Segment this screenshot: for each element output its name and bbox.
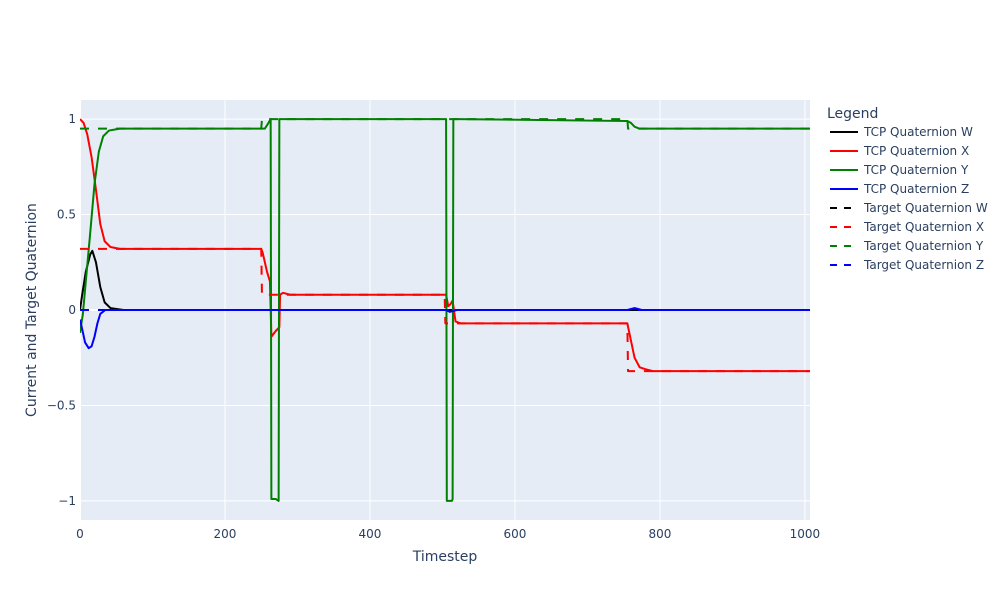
legend-label: Target Quaternion X (863, 220, 984, 234)
series-tcp-quaternion-z (80, 307, 810, 350)
x-tick-label: 0 (76, 527, 84, 541)
series-tcp-quaternion-w (80, 249, 810, 311)
y-tick-label: 0 (68, 303, 76, 317)
legend-label: Target Quaternion W (863, 201, 988, 215)
y-axis-ticks: 1 0.5 0 −0.5 −1 (47, 112, 76, 508)
y-tick-label: 0.5 (57, 208, 76, 222)
x-axis-title: Timestep (412, 549, 478, 565)
series-layer (80, 118, 810, 502)
legend-item-tcp-quaternion-x[interactable]: TCP Quaternion X (830, 144, 969, 158)
series-tcp-quaternion-x (80, 118, 810, 373)
x-axis-ticks: 0 200 400 600 800 1000 (76, 527, 820, 541)
y-tick-label: 1 (68, 112, 76, 126)
y-tick-label: −0.5 (47, 398, 76, 412)
legend-item-target-quaternion-w[interactable]: Target Quaternion W (830, 201, 988, 215)
legend[interactable]: Legend TCP Quaternion W TCP Quaternion X T… (827, 106, 988, 272)
legend-item-target-quaternion-z[interactable]: Target Quaternion Z (830, 258, 984, 272)
legend-label: TCP Quaternion X (863, 144, 969, 158)
legend-item-target-quaternion-y[interactable]: Target Quaternion Y (830, 239, 984, 253)
x-tick-label: 200 (214, 527, 237, 541)
x-tick-label: 400 (359, 527, 382, 541)
legend-label: TCP Quaternion Y (863, 163, 969, 177)
legend-title: Legend (827, 106, 878, 122)
legend-label: TCP Quaternion Z (863, 182, 969, 196)
legend-label: TCP Quaternion W (863, 125, 973, 139)
legend-item-tcp-quaternion-z[interactable]: TCP Quaternion Z (830, 182, 969, 196)
legend-label: Target Quaternion Y (863, 239, 984, 253)
series-target-quaternion-y (80, 118, 810, 130)
legend-item-tcp-quaternion-y[interactable]: TCP Quaternion Y (830, 163, 969, 177)
x-tick-label: 800 (648, 527, 671, 541)
y-axis-title: Current and Target Quaternion (24, 203, 40, 417)
legend-item-tcp-quaternion-w[interactable]: TCP Quaternion W (830, 125, 973, 139)
x-tick-label: 600 (504, 527, 527, 541)
legend-item-target-quaternion-x[interactable]: Target Quaternion X (830, 220, 984, 234)
series-target-quaternion-x (80, 247, 810, 373)
y-tick-label: −1 (58, 494, 76, 508)
x-tick-label: 1000 (790, 527, 821, 541)
legend-label: Target Quaternion Z (863, 258, 984, 272)
